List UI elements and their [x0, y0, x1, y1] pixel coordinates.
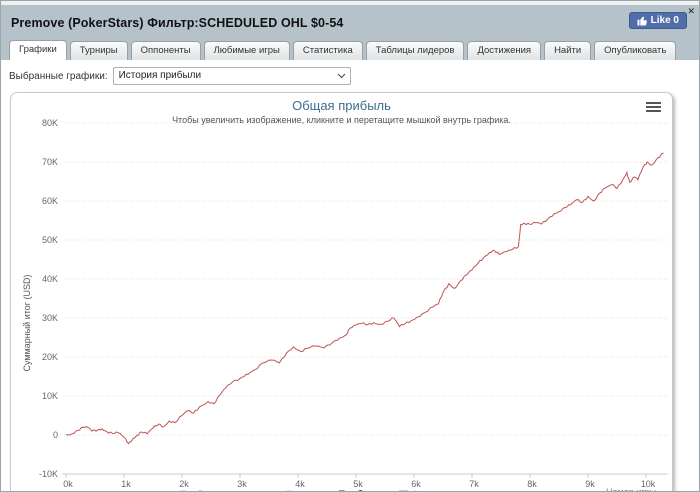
legend-item-significant-wins[interactable]: Значительные выигрыши — [398, 489, 525, 491]
tab-tournaments[interactable]: Турниры — [69, 41, 128, 60]
graph-selector-dropdown[interactable]: История прибыли — [112, 67, 351, 85]
x-axis-label: 10k — [641, 479, 656, 489]
y-axis-label: 20K — [42, 352, 58, 362]
close-icon[interactable]: ✕ — [687, 6, 695, 16]
tab-graphs[interactable]: Графики — [9, 40, 67, 60]
y-axis-label: 70K — [42, 157, 58, 167]
legend-label: Прибыль за минусом рейка — [180, 489, 302, 491]
plot-area: 80K 70K 60K 50K 40K 30K 20K 10K 0 -10K 0k 1k 2k 3k 4k 5… — [39, 118, 668, 489]
tab-achievements[interactable]: Достижения — [467, 41, 542, 60]
y-axis-label: 30K — [42, 313, 58, 323]
tab-opponents[interactable]: Оппоненты — [130, 41, 201, 60]
y-axis-label: 50K — [42, 235, 58, 245]
chevron-down-icon — [337, 73, 346, 79]
graph-selector-row: Выбранные графики: История прибыли — [1, 60, 699, 85]
y-axis-label: 40K — [42, 274, 58, 284]
facebook-like-button[interactable]: Like 0 — [628, 12, 687, 29]
x-axis-label: 4k — [295, 479, 305, 489]
y-axis-label: 80K — [42, 118, 58, 128]
x-axis-label: 6k — [411, 479, 421, 489]
tab-leaderboards[interactable]: Таблицы лидеров — [365, 41, 465, 60]
x-axis-label: 5k — [353, 479, 363, 489]
x-axis-label: 1k — [121, 479, 131, 489]
x-axis-label: 8k — [527, 479, 537, 489]
like-label: Like 0 — [650, 15, 679, 26]
chart-title: Общая прибыль — [292, 98, 391, 113]
tab-statistics[interactable]: Статистика — [292, 41, 363, 60]
thumbs-up-icon — [637, 16, 647, 26]
tab-find[interactable]: Найти — [544, 41, 592, 60]
y-axis-label: -10K — [39, 469, 58, 479]
window-header: Premove (PokerStars) Фильтр:SCHEDULED OH… — [1, 1, 699, 60]
graph-selector-label: Выбранные графики: — [9, 70, 108, 82]
legend-square-swatch — [398, 490, 408, 491]
page-title: Premove (PokerStars) Фильтр:SCHEDULED OH… — [11, 16, 344, 30]
chart-menu-icon[interactable] — [646, 102, 661, 114]
graph-selector-value: История прибыли — [118, 70, 202, 81]
x-axis-label: 3k — [237, 479, 247, 489]
chart-subtitle: Чтобы увеличить изображение, кликните и … — [172, 115, 511, 125]
x-axis-label: 2k — [179, 479, 189, 489]
y-axis-label: 0 — [53, 430, 58, 440]
legend-item-profit-minus-rake[interactable]: Прибыль за минусом рейка — [159, 489, 302, 491]
tab-bar: Графики Турниры Оппоненты Любимые игры Стати… — [1, 34, 699, 60]
x-axis-title: Номер игры — [606, 487, 656, 492]
profit-line-series — [65, 152, 664, 445]
x-axis-label: 9k — [585, 479, 595, 489]
content-area: Выбранные графики: История прибыли 80K 70… — [1, 60, 699, 492]
x-axis-label: 7k — [469, 479, 479, 489]
y-axis-label: 10K — [42, 391, 58, 401]
tab-publish[interactable]: Опубликовать — [594, 41, 677, 60]
legend-label: Значительные выигрыши — [413, 489, 525, 491]
y-axis-label: 60K — [42, 196, 58, 206]
profit-chart[interactable]: 80K 70K 60K 50K 40K 30K 20K 10K 0 -10K 0k 1k 2k 3k 4k 5… — [10, 92, 673, 492]
legend-item-profit[interactable]: Прибыль — [317, 489, 382, 491]
titlebar: Premove (PokerStars) Фильтр:SCHEDULED OH… — [1, 6, 699, 34]
tab-favorite-games[interactable]: Любимые игры — [203, 41, 290, 60]
legend-label: Прибыль — [338, 489, 382, 491]
chart-legend: Прибыль за минусом рейка Прибыль Значитель… — [11, 489, 672, 491]
x-axis-label: 0k — [63, 479, 73, 489]
y-axis-title: Суммарный итог (USD) — [22, 274, 32, 372]
